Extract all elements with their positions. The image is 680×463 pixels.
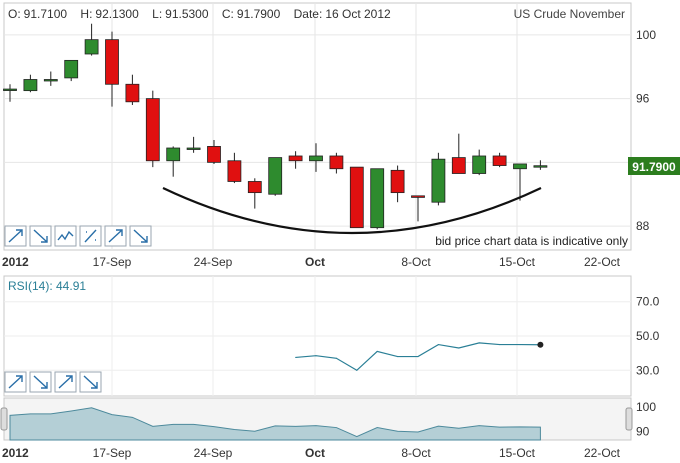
candle-body[interactable] bbox=[84, 39, 99, 55]
rsi-point bbox=[458, 347, 460, 349]
candle-body[interactable] bbox=[23, 79, 38, 92]
navigator-area-fill bbox=[9, 407, 541, 441]
date-tick-label: 8-Oct bbox=[401, 446, 431, 460]
trend-down-icon[interactable] bbox=[133, 229, 148, 243]
rsi-point bbox=[315, 355, 317, 357]
candle-body[interactable] bbox=[125, 83, 140, 103]
navigator-date-axis: 2012 17-Sep 24-Sep Oct 8-Oct 15-Oct 22-Oct bbox=[2, 446, 621, 460]
candle-body[interactable] bbox=[390, 169, 405, 194]
rsi-point bbox=[499, 344, 501, 346]
candle-body[interactable] bbox=[227, 160, 242, 182]
candle-body[interactable] bbox=[3, 88, 17, 91]
navigator-handle-right[interactable] bbox=[625, 407, 633, 431]
trend-up-icon[interactable] bbox=[108, 229, 123, 243]
candle-body[interactable] bbox=[451, 157, 466, 174]
candle-body[interactable] bbox=[411, 195, 425, 198]
candle-body[interactable] bbox=[370, 168, 385, 229]
rsi-point bbox=[376, 350, 378, 352]
price-tick-label: 100 bbox=[636, 28, 656, 42]
candle-body[interactable] bbox=[186, 147, 201, 150]
candle-body[interactable] bbox=[64, 59, 79, 79]
cup-pattern-drawing bbox=[162, 187, 542, 234]
instrument-title: US Crude November bbox=[514, 7, 625, 21]
candle-body[interactable] bbox=[268, 157, 283, 195]
toolbar-button[interactable] bbox=[54, 225, 77, 247]
rsi-axis: 70.0 50.0 30.0 bbox=[636, 295, 660, 378]
rsi-tick-label: 70.0 bbox=[636, 295, 660, 309]
date-tick-label: 22-Oct bbox=[584, 446, 621, 460]
price-tick-label: 88 bbox=[636, 219, 650, 233]
rsi-point bbox=[437, 344, 439, 346]
rsi-series bbox=[295, 341, 544, 372]
rsi-grid bbox=[4, 276, 631, 396]
candle-body[interactable] bbox=[533, 165, 548, 168]
drawing-toolbar bbox=[4, 225, 152, 247]
trend-down-icon[interactable] bbox=[83, 375, 98, 389]
navigator-series bbox=[9, 407, 541, 441]
rsi-point bbox=[397, 356, 399, 358]
candle-body[interactable] bbox=[349, 166, 364, 229]
rsi-point bbox=[335, 357, 337, 359]
date-tick-label: 17-Sep bbox=[93, 255, 132, 269]
candle-body[interactable] bbox=[145, 98, 160, 162]
rsi-point bbox=[356, 369, 358, 371]
candle-body[interactable] bbox=[513, 163, 527, 170]
price-tick-label: 96 bbox=[636, 92, 650, 106]
trend-up-icon[interactable] bbox=[8, 375, 23, 389]
candle-body[interactable] bbox=[492, 155, 507, 166]
trend-up-icon[interactable] bbox=[8, 229, 23, 243]
trend-down-icon[interactable] bbox=[33, 375, 48, 389]
last-price-badge bbox=[628, 157, 680, 175]
rsi-point bbox=[417, 356, 419, 358]
date-tick-label: 15-Oct bbox=[499, 255, 536, 269]
date-axis: 2012 17-Sep 24-Sep Oct 8-Oct 15-Oct 22-Oct bbox=[2, 255, 621, 269]
candle-body[interactable] bbox=[329, 155, 344, 170]
ohlc-readout: O: 91.7100 H: 92.1300 L: 91.5300 C: 91.7900 … bbox=[8, 7, 391, 21]
navigator-axis: 100 90 bbox=[636, 400, 656, 438]
date-tick-label: 24-Sep bbox=[194, 255, 233, 269]
candlestick-series bbox=[3, 23, 548, 230]
candle-body[interactable] bbox=[43, 79, 58, 82]
date-tick-label: Oct bbox=[305, 446, 325, 460]
rsi-point bbox=[478, 342, 480, 344]
date-tick-label: 24-Sep bbox=[194, 446, 233, 460]
candle-body[interactable] bbox=[105, 39, 119, 85]
candle-body[interactable] bbox=[247, 181, 262, 194]
rsi-point bbox=[519, 344, 521, 346]
trend-up-icon[interactable] bbox=[58, 375, 73, 389]
candle-body[interactable] bbox=[472, 155, 487, 174]
date-tick-label: 8-Oct bbox=[401, 255, 431, 269]
candle-body[interactable] bbox=[207, 146, 221, 163]
rsi-point bbox=[537, 341, 544, 348]
candle-body[interactable] bbox=[166, 147, 181, 162]
navigator-tick-label: 90 bbox=[636, 424, 650, 438]
stochastic-icon[interactable] bbox=[57, 230, 74, 241]
percent-icon[interactable] bbox=[84, 229, 97, 243]
date-tick-label: 2012 bbox=[2, 255, 29, 269]
rsi-tick-label: 30.0 bbox=[636, 363, 660, 377]
trend-down-icon[interactable] bbox=[33, 229, 48, 243]
rsi-toolbar bbox=[4, 371, 102, 393]
navigator-tick-label: 100 bbox=[636, 400, 656, 414]
candle-body[interactable] bbox=[288, 155, 303, 162]
navigator-handle-left[interactable] bbox=[0, 407, 8, 431]
price-axis: 100969288 bbox=[636, 28, 656, 233]
rsi-tick-label: 50.0 bbox=[636, 329, 660, 343]
disclaimer-note: bid price chart data is indicative only bbox=[435, 234, 628, 248]
date-tick-label: 22-Oct bbox=[584, 255, 621, 269]
candle-body[interactable] bbox=[431, 158, 446, 203]
candle-body[interactable] bbox=[309, 155, 323, 162]
date-tick-label: Oct bbox=[305, 255, 325, 269]
rsi-point bbox=[295, 356, 297, 358]
rsi-label: RSI(14): 44.91 bbox=[8, 279, 86, 293]
date-tick-label: 15-Oct bbox=[499, 446, 536, 460]
date-tick-label: 17-Sep bbox=[93, 446, 132, 460]
date-tick-label: 2012 bbox=[2, 446, 29, 460]
last-price-value: 91.7900 bbox=[632, 160, 676, 174]
